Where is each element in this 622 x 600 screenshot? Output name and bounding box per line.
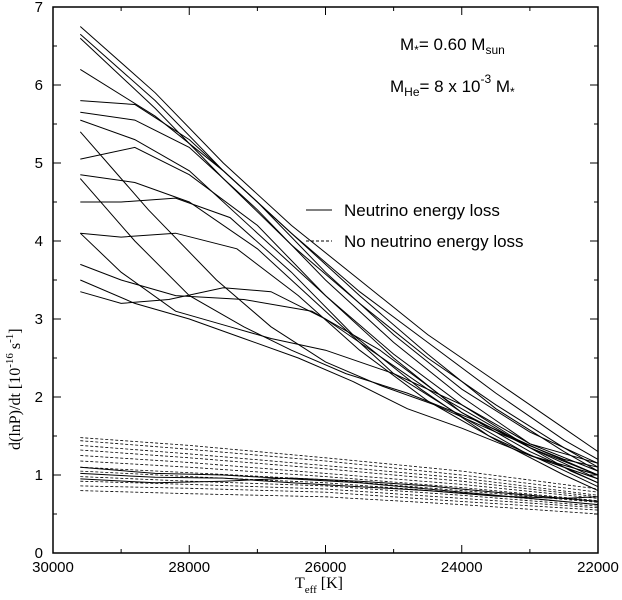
legend: Neutrino energy loss No neutrino energy …: [306, 201, 524, 251]
series-line-neutrino: [80, 466, 599, 506]
series-line-neutrino: [80, 279, 599, 476]
series-line-no-neutrino: [80, 455, 599, 499]
y-tick-label: 0: [35, 545, 43, 562]
series-line-no-neutrino: [80, 449, 599, 498]
plot-area: [52, 6, 599, 554]
series-line-no-neutrino: [80, 490, 599, 515]
series-line-neutrino: [79, 178, 599, 476]
x-tick-label: 22000: [577, 559, 619, 576]
series-line-neutrino: [80, 477, 599, 502]
series-line-neutrino: [80, 472, 599, 499]
y-tick-label: 4: [35, 233, 43, 250]
series-line-neutrino: [80, 146, 599, 484]
series-line-no-neutrino: [80, 476, 599, 507]
series-line-neutrino: [79, 131, 599, 468]
annotation-mass: M*= 0.60 Msun: [400, 35, 505, 57]
y-tick-label: 7: [35, 0, 43, 16]
x-tick-label: 24000: [441, 559, 483, 576]
x-tick-label: 26000: [305, 559, 347, 576]
series-line-no-neutrino: [80, 437, 599, 490]
legend-label-no-neutrino: No neutrino energy loss: [344, 232, 524, 251]
series-line-neutrino: [80, 263, 599, 484]
series-line-no-neutrino: [80, 485, 599, 511]
series-line-neutrino: [79, 26, 599, 453]
series-line-neutrino: [80, 68, 599, 472]
series-line-neutrino: [80, 119, 599, 480]
x-tick-label: 30000: [32, 559, 74, 576]
series-line-no-neutrino: [80, 440, 599, 493]
series-line-neutrino: [79, 37, 599, 468]
series-line-neutrino: [80, 174, 599, 480]
series-group: [79, 26, 599, 515]
series-line-neutrino: [79, 232, 599, 464]
x-tick-labels: 30000 28000 26000 24000 22000: [32, 559, 619, 576]
series-line-neutrino: [80, 197, 599, 488]
y-tick-label: 6: [35, 77, 43, 94]
series-line-neutrino: [79, 33, 599, 460]
x-axis-label: Teff [K]: [295, 575, 343, 596]
y-tick-labels: 0 1 2 3 4 5 6 7: [35, 0, 43, 562]
legend-label-neutrino: Neutrino energy loss: [344, 201, 500, 220]
series-line-no-neutrino: [80, 445, 599, 496]
y-tick-label: 3: [35, 311, 43, 328]
series-line-neutrino: [80, 111, 599, 472]
y-tick-label: 2: [35, 389, 43, 406]
x-tick-label: 28000: [168, 559, 210, 576]
y-tick-label: 5: [35, 155, 43, 172]
series-line-neutrino: [80, 232, 599, 492]
series-line-no-neutrino: [80, 460, 599, 502]
series-line-no-neutrino: [80, 480, 599, 509]
y-tick-label: 1: [35, 467, 43, 484]
annotation-helium: MHe= 8 x 10-3 M*: [390, 72, 515, 99]
series-line-neutrino: [80, 100, 599, 464]
y-axis-label: d(lnP)/dt [10-16 s-1]: [4, 328, 24, 450]
